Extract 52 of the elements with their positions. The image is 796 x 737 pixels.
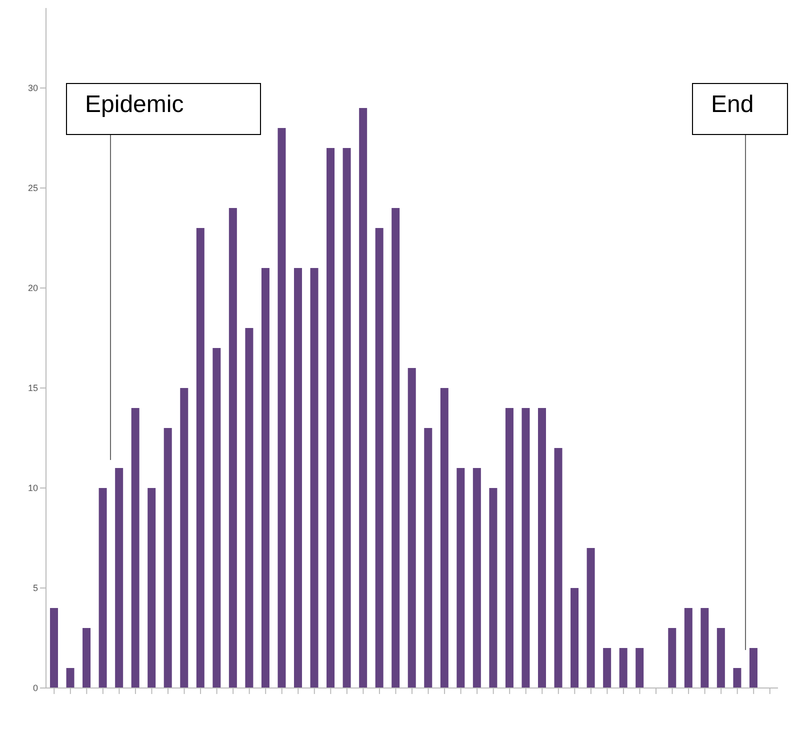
bar: [261, 268, 270, 688]
bar: [326, 148, 335, 688]
bar: [359, 108, 368, 688]
y-tick-label: 10: [28, 483, 38, 494]
annotation: End: [711, 91, 754, 119]
bar: [636, 648, 644, 688]
bar: [50, 608, 58, 688]
bar: [700, 608, 709, 688]
bar: [456, 468, 465, 688]
bar: [180, 388, 188, 688]
y-tick-label: 20: [28, 283, 38, 294]
bar: [684, 608, 692, 688]
bar: [440, 388, 448, 688]
bar: [733, 668, 742, 688]
bar: [278, 128, 286, 688]
bar: [131, 408, 140, 688]
bar: [164, 428, 172, 688]
bar: [115, 468, 124, 688]
bar: [310, 268, 318, 688]
bar: [148, 488, 156, 688]
bar: [619, 648, 628, 688]
bar: [522, 408, 530, 688]
bar: [392, 208, 400, 688]
bar: [489, 488, 498, 688]
bar: [245, 328, 254, 688]
bar: [66, 668, 74, 688]
y-tick-label: 30: [28, 83, 38, 94]
bar: [196, 228, 204, 688]
bar: [554, 448, 562, 688]
bar: [603, 648, 612, 688]
bar: [408, 368, 416, 688]
bar: [424, 428, 432, 688]
y-tick-label: 0: [32, 683, 38, 694]
bar: [668, 628, 676, 688]
y-tick-label: 15: [28, 383, 38, 394]
bar: [228, 208, 237, 688]
bar: [472, 468, 481, 688]
bar: [586, 548, 595, 688]
bar: [98, 488, 107, 688]
bar: [82, 628, 91, 688]
y-tick-label: 5: [32, 583, 38, 594]
bar: [375, 228, 384, 688]
bar: [570, 588, 579, 688]
bar: [342, 148, 351, 688]
annotation: Epidemic: [85, 91, 184, 119]
y-tick-label: 25: [28, 183, 38, 194]
bar: [294, 268, 302, 688]
bar: [716, 628, 725, 688]
bar: [749, 648, 758, 688]
bar: [212, 348, 221, 688]
bar: [505, 408, 514, 688]
bar: [538, 408, 546, 688]
